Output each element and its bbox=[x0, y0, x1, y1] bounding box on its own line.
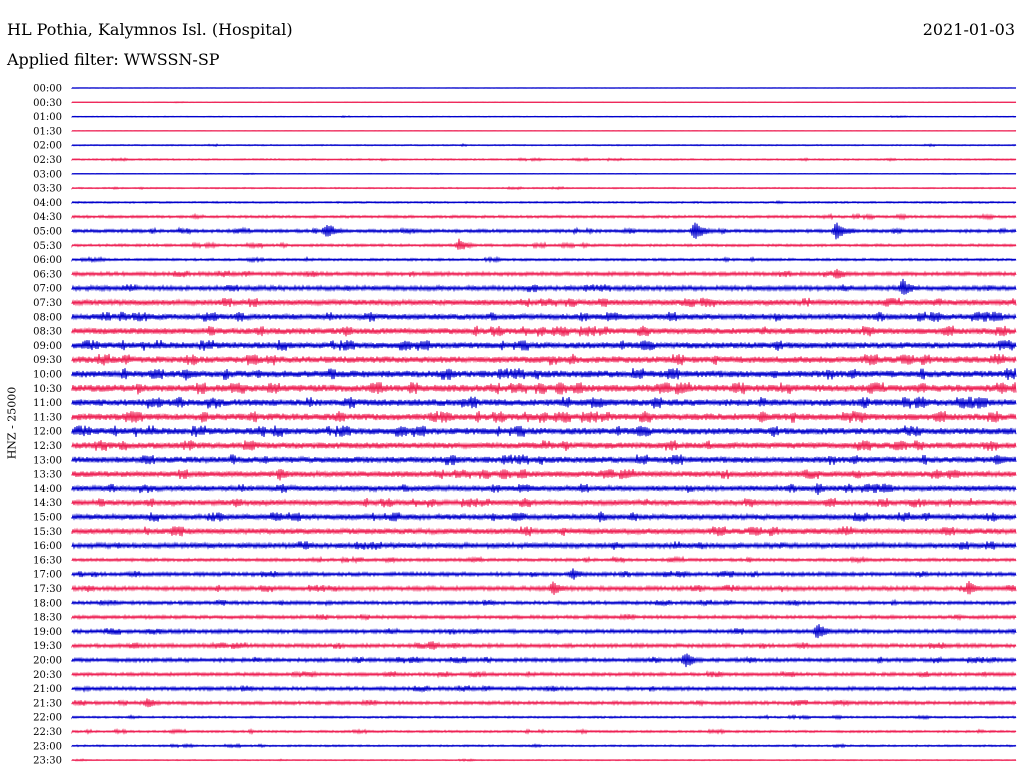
row-time-label: 10:00 bbox=[33, 370, 62, 381]
row-time-label: 01:00 bbox=[33, 112, 62, 123]
trace-line bbox=[71, 278, 1017, 295]
row-time-label: 23:30 bbox=[33, 756, 62, 767]
row-time-label: 14:30 bbox=[33, 498, 62, 509]
row-time-label: 19:30 bbox=[33, 641, 62, 652]
station-title: HL Pothia, Kalymnos Isl. (Hospital) bbox=[7, 20, 293, 39]
row-time-label: 04:30 bbox=[33, 212, 62, 223]
row-time-label: 12:30 bbox=[33, 441, 62, 452]
row-time-label: 13:00 bbox=[33, 455, 62, 466]
row-time-label: 00:30 bbox=[33, 98, 62, 109]
row-time-label: 03:30 bbox=[33, 184, 62, 195]
row-time-label: 23:00 bbox=[33, 741, 62, 752]
row-time-label: 17:30 bbox=[33, 584, 62, 595]
row-time-label: 06:00 bbox=[33, 255, 62, 266]
row-time-label: 02:00 bbox=[33, 141, 62, 152]
row-time-label: 19:00 bbox=[33, 627, 62, 638]
row-time-label: 16:00 bbox=[33, 541, 62, 552]
row-time-label: 06:30 bbox=[33, 269, 62, 280]
row-time-label: 17:00 bbox=[33, 570, 62, 581]
row-time-label: 11:30 bbox=[33, 412, 62, 423]
row-time-label: 16:30 bbox=[33, 555, 62, 566]
row-time-label: 22:00 bbox=[33, 713, 62, 724]
row-time-label: 20:00 bbox=[33, 656, 62, 667]
row-time-label: 12:00 bbox=[33, 427, 62, 438]
row-time-label: 05:00 bbox=[33, 227, 62, 238]
row-time-label: 14:00 bbox=[33, 484, 62, 495]
row-time-label: 03:00 bbox=[33, 169, 62, 180]
row-time-label: 21:00 bbox=[33, 684, 62, 695]
row-time-label: 07:30 bbox=[33, 298, 62, 309]
row-time-label: 20:30 bbox=[33, 670, 62, 681]
row-time-label: 08:30 bbox=[33, 327, 62, 338]
trace-line bbox=[71, 469, 1017, 481]
row-time-label: 13:30 bbox=[33, 470, 62, 481]
row-time-label: 18:30 bbox=[33, 613, 62, 624]
trace-line bbox=[71, 238, 1017, 250]
row-time-label: 10:30 bbox=[33, 384, 62, 395]
row-time-label: 07:00 bbox=[33, 284, 62, 295]
filter-label: Applied filter: WWSSN-SP bbox=[7, 50, 220, 69]
row-time-label: 09:30 bbox=[33, 355, 62, 366]
row-time-label: 09:00 bbox=[33, 341, 62, 352]
row-time-label: 11:00 bbox=[33, 398, 62, 409]
row-time-label: 01:30 bbox=[33, 126, 62, 137]
row-time-label: 18:00 bbox=[33, 598, 62, 609]
row-time-label: 22:30 bbox=[33, 727, 62, 738]
record-date: 2021-01-03 bbox=[922, 20, 1015, 39]
trace-line bbox=[71, 483, 1017, 496]
row-time-label: 00:00 bbox=[33, 84, 62, 95]
row-time-label: 21:30 bbox=[33, 698, 62, 709]
row-time-label: 04:00 bbox=[33, 198, 62, 209]
row-time-label: 05:30 bbox=[33, 241, 62, 252]
row-time-label: 08:00 bbox=[33, 312, 62, 323]
row-time-label: 02:30 bbox=[33, 155, 62, 166]
row-time-label: 15:00 bbox=[33, 513, 62, 524]
row-time-label: 15:30 bbox=[33, 527, 62, 538]
